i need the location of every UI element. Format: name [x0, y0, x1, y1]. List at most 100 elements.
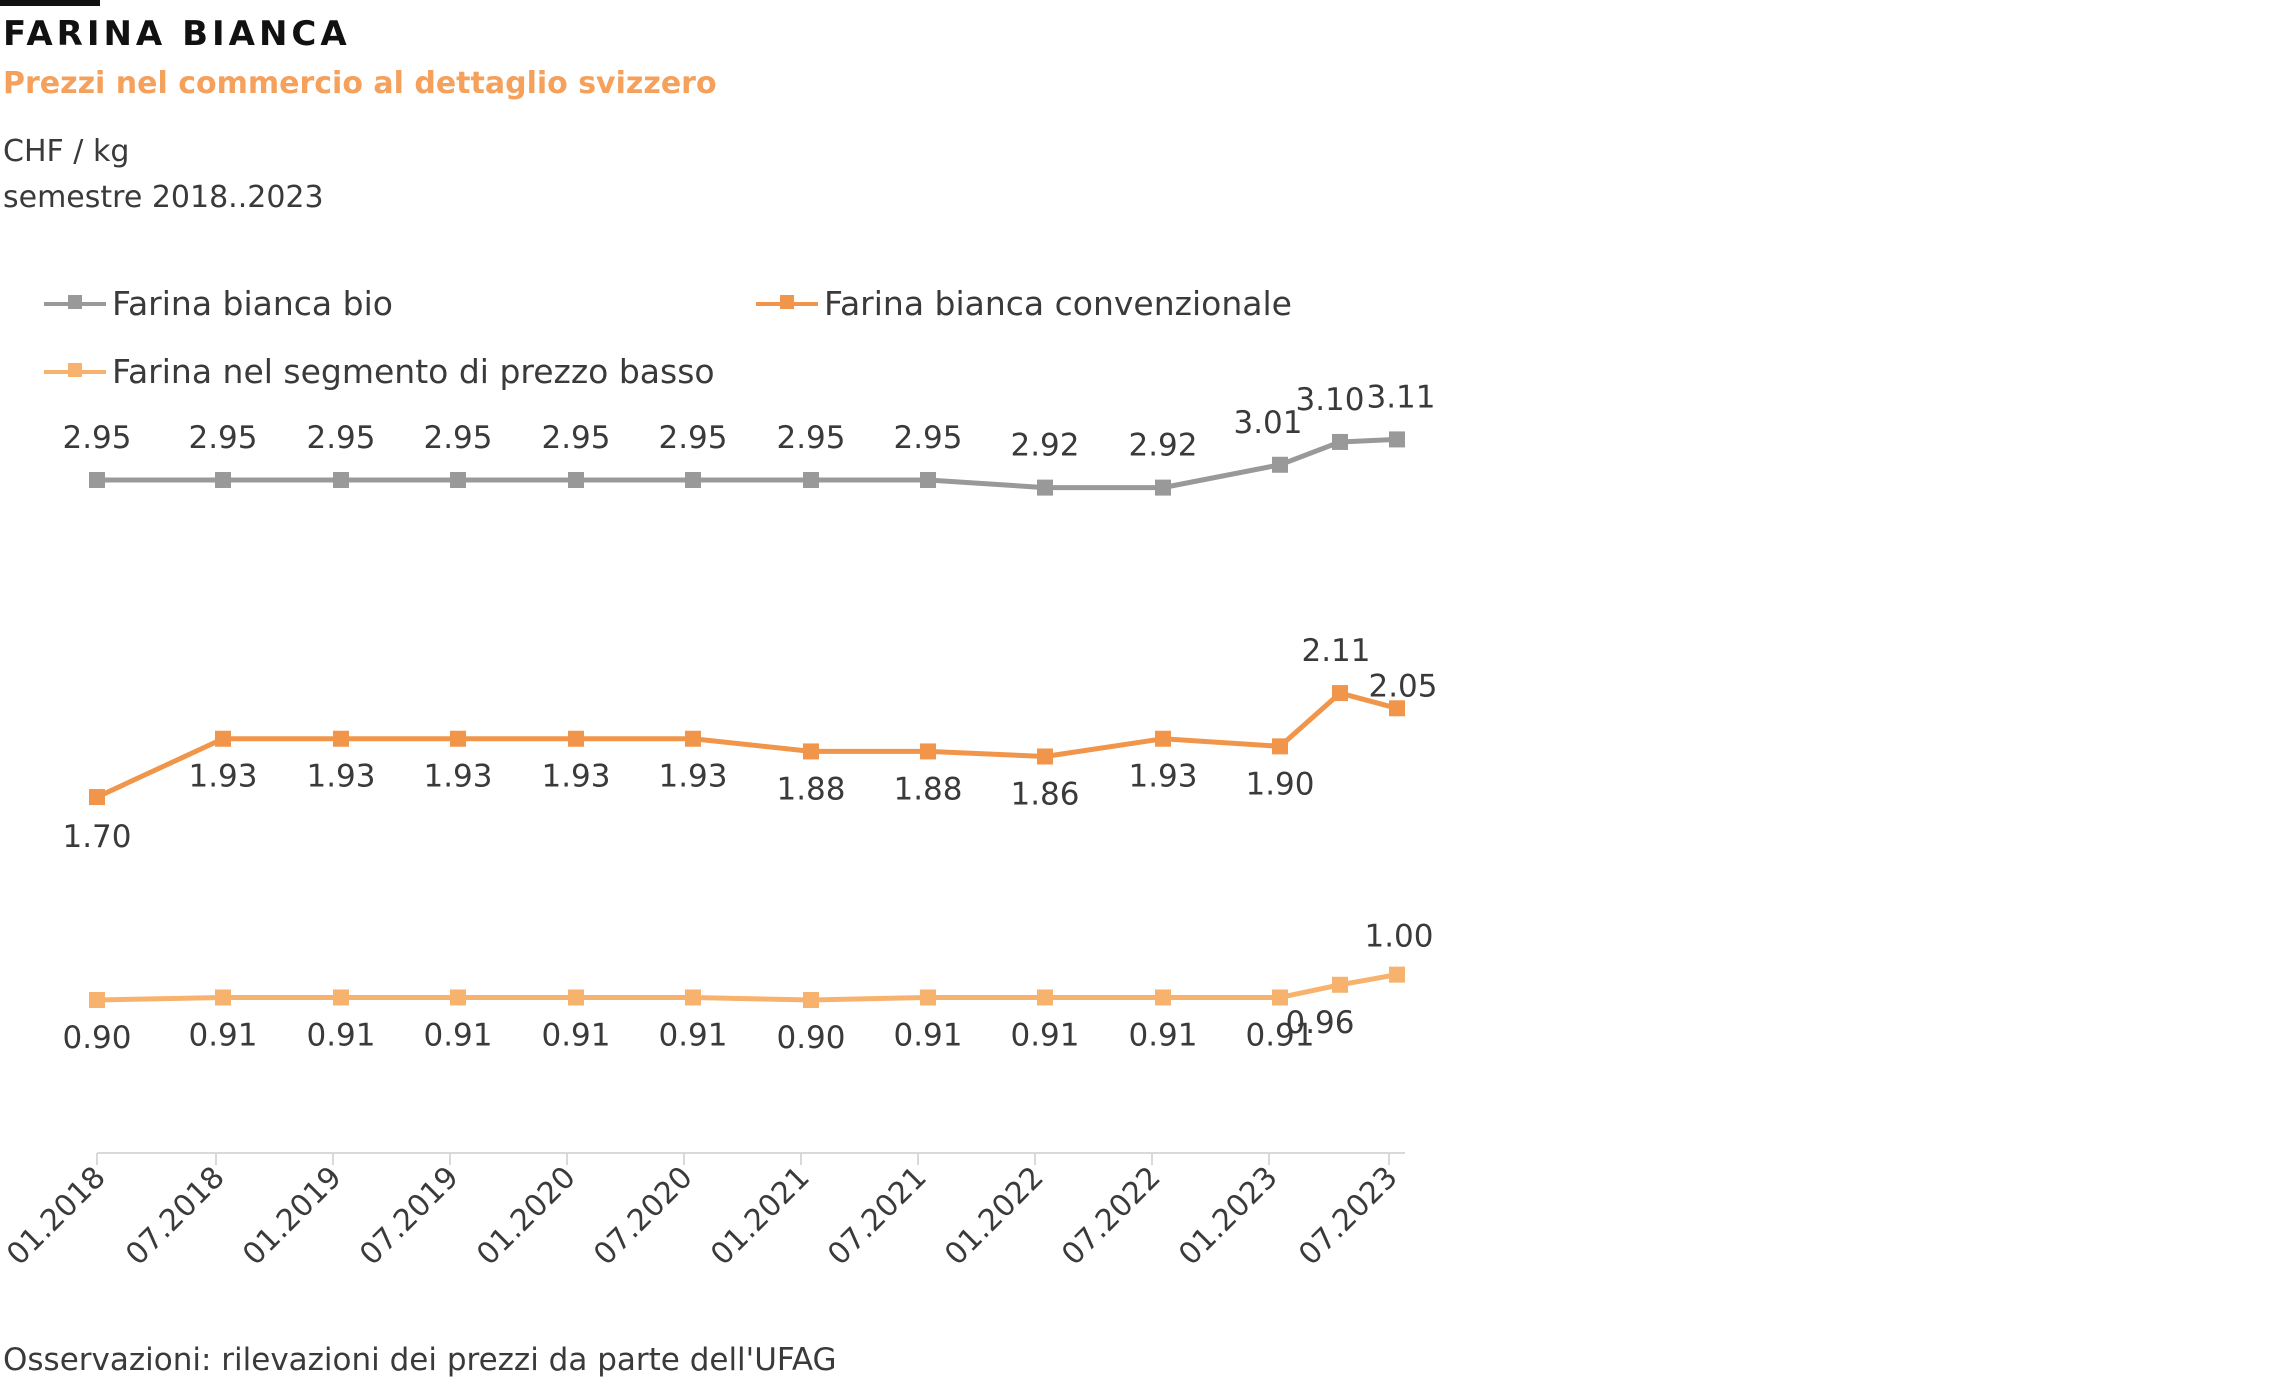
legend-swatch-convenzionale: [756, 294, 818, 309]
data-label: 0.90: [62, 1020, 131, 1056]
legend-label-prezzo-basso: Farina nel segmento di prezzo basso: [112, 352, 715, 391]
x-tick-label: 07.2022: [1055, 1160, 1167, 1272]
data-point: [685, 472, 701, 488]
data-label: 1.93: [658, 759, 727, 795]
data-point: [1272, 989, 1288, 1006]
legend-item-prezzo-basso[interactable]: Farina nel segmento di prezzo basso: [44, 352, 715, 391]
data-label: 0.90: [776, 1020, 845, 1056]
data-point: [1037, 989, 1053, 1006]
data-label: 2.95: [893, 420, 962, 456]
data-point: [1332, 685, 1348, 702]
data-label: 3.11: [1366, 379, 1435, 415]
data-point: [568, 472, 584, 488]
x-tick-label: 01.2018: [0, 1160, 112, 1272]
data-label: 3.01: [1233, 405, 1302, 441]
x-tick-label: 01.2022: [938, 1160, 1050, 1272]
unit-label: CHF / kg: [3, 134, 130, 169]
data-point: [1037, 479, 1053, 496]
data-point: [920, 743, 936, 760]
data-label: 1.70: [62, 819, 131, 855]
data-point: [803, 992, 819, 1008]
data-label: 0.91: [306, 1017, 375, 1053]
footnote: Osservazioni: rilevazioni dei prezzi da …: [3, 1342, 837, 1378]
data-label: 0.91: [541, 1017, 610, 1053]
data-point: [1332, 433, 1348, 450]
data-point: [89, 789, 105, 806]
data-label: 1.93: [306, 759, 375, 795]
data-label: 1.93: [188, 759, 257, 795]
legend-label-bio: Farina bianca bio: [112, 284, 393, 323]
data-label: 1.93: [1128, 759, 1197, 795]
chart-subtitle: Prezzi nel commercio al dettaglio svizze…: [3, 66, 717, 101]
data-point: [1155, 989, 1171, 1006]
series-line: [96, 972, 1398, 1003]
data-label: 2.95: [423, 420, 492, 456]
data-label: 1.93: [423, 759, 492, 795]
data-label: 2.95: [188, 420, 257, 456]
data-point: [1389, 431, 1405, 448]
data-label: 2.95: [541, 420, 610, 456]
series-line: [95, 690, 1398, 800]
data-label: 0.96: [1285, 1005, 1354, 1041]
data-label: 2.95: [306, 420, 375, 456]
chart-title: FARINA BIANCA: [3, 14, 351, 54]
data-point: [333, 472, 349, 488]
data-label: 1.93: [541, 759, 610, 795]
data-point: [685, 730, 701, 747]
data-label: 0.91: [1245, 1017, 1314, 1053]
x-tick-label: 01.2019: [236, 1160, 348, 1272]
data-label: 2.95: [62, 420, 131, 456]
data-point: [89, 472, 105, 488]
data-label: 1.88: [893, 771, 962, 807]
data-point: [215, 989, 231, 1006]
x-tick-label: 07.2019: [353, 1160, 465, 1272]
data-label: 2.11: [1301, 633, 1370, 669]
data-label: 1.86: [1010, 776, 1079, 812]
x-tick-label: 01.2023: [1172, 1160, 1284, 1272]
data-point: [685, 989, 701, 1006]
x-tick-label: 07.2021: [821, 1160, 933, 1272]
data-point: [1389, 700, 1405, 717]
data-label: 2.95: [658, 420, 727, 456]
data-point: [450, 472, 466, 488]
legend-item-convenzionale[interactable]: Farina bianca convenzionale: [756, 284, 1292, 323]
data-label: 2.95: [776, 420, 845, 456]
data-label: 2.05: [1368, 668, 1437, 704]
data-point: [803, 743, 819, 760]
x-tick-label: 07.2018: [119, 1160, 231, 1272]
data-label: 2.92: [1128, 428, 1197, 464]
data-label: 0.91: [658, 1017, 727, 1053]
data-label: 0.91: [423, 1017, 492, 1053]
legend-item-bio[interactable]: Farina bianca bio: [44, 284, 393, 323]
data-point: [215, 472, 231, 488]
data-point: [1389, 966, 1405, 983]
data-label: 0.91: [893, 1017, 962, 1053]
data-label: 0.91: [1010, 1017, 1079, 1053]
data-point: [215, 730, 231, 747]
data-label: 2.92: [1010, 428, 1079, 464]
x-tick-label: 01.2020: [470, 1160, 582, 1272]
data-point: [1037, 748, 1053, 765]
data-point: [1272, 738, 1288, 755]
legend-swatch-prezzo-basso: [44, 362, 106, 377]
data-point: [803, 472, 819, 488]
legend-label-convenzionale: Farina bianca convenzionale: [824, 284, 1292, 323]
x-tick-label: 07.2020: [587, 1160, 699, 1272]
series-line: [97, 436, 1398, 491]
data-point: [1155, 479, 1171, 496]
data-point: [333, 730, 349, 747]
data-point: [89, 992, 105, 1008]
x-tick-label: 07.2023: [1292, 1160, 1404, 1272]
period-label: semestre 2018..2023: [3, 180, 324, 215]
data-label: 1.88: [776, 771, 845, 807]
data-point: [450, 989, 466, 1006]
data-point: [568, 730, 584, 747]
data-point: [333, 989, 349, 1006]
data-point: [920, 989, 936, 1006]
data-point: [1332, 976, 1348, 993]
data-point: [568, 989, 584, 1006]
data-point: [450, 730, 466, 747]
data-label: 0.91: [1128, 1017, 1197, 1053]
data-label: 3.10: [1295, 382, 1364, 418]
